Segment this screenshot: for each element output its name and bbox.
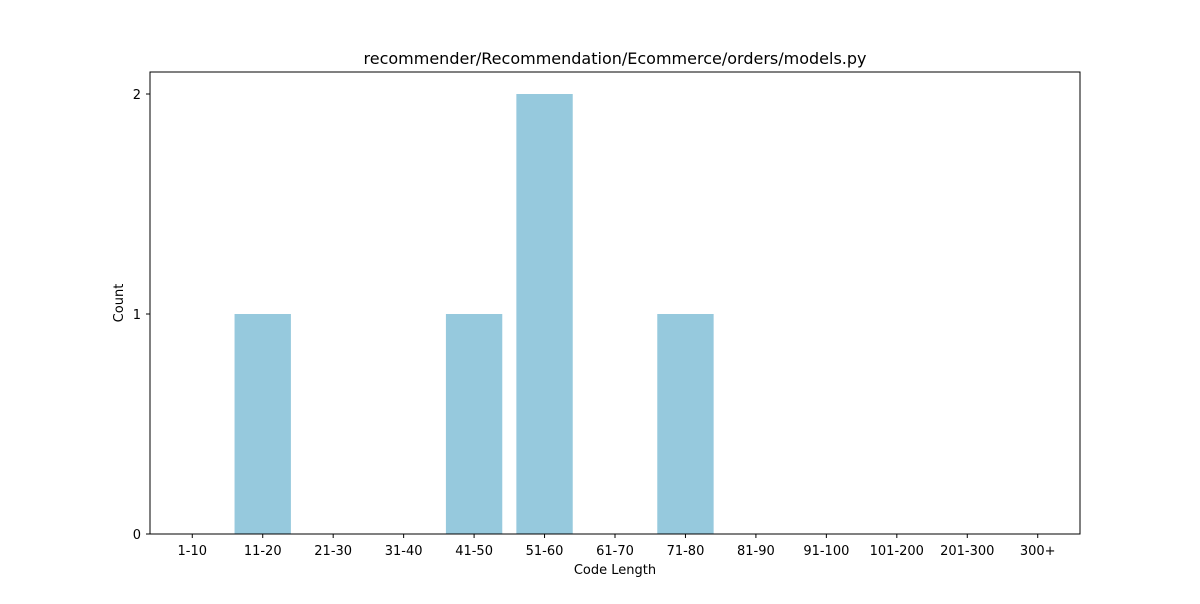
x-tick-label: 61-70 — [596, 544, 634, 559]
x-tick-label: 201-300 — [940, 544, 994, 559]
bar-51-60 — [516, 94, 573, 534]
x-tick-label: 31-40 — [385, 544, 423, 559]
x-tick-label: 51-60 — [526, 544, 564, 559]
y-tick-label: 0 — [133, 528, 141, 543]
bar-11-20 — [234, 314, 291, 534]
x-tick-label: 1-10 — [178, 544, 208, 559]
y-tick-label: 2 — [133, 88, 141, 103]
x-tick-label: 91-100 — [803, 544, 849, 559]
x-tick-label: 81-90 — [737, 544, 775, 559]
x-tick-label: 41-50 — [455, 544, 493, 559]
x-tick-label: 101-200 — [870, 544, 924, 559]
y-axis-label: Count — [112, 284, 127, 323]
x-axis-label: Code Length — [574, 563, 656, 578]
bar-71-80 — [657, 314, 714, 534]
plot-area-frame — [149, 71, 1081, 535]
bars-group — [234, 94, 714, 534]
y-axis-ticks: 0 1 2 — [133, 88, 150, 543]
chart-title: recommender/Recommendation/Ecommerce/ord… — [364, 49, 867, 68]
x-tick-label: 300+ — [1020, 544, 1056, 559]
x-tick-label: 21-30 — [314, 544, 352, 559]
y-tick-label: 1 — [133, 308, 141, 323]
x-tick-label: 11-20 — [244, 544, 282, 559]
bar-41-50 — [445, 314, 503, 534]
x-axis-ticks: 1-10 11-20 21-30 31-40 41-50 51-60 61-70 71-80 8… — [178, 534, 1056, 559]
x-tick-label: 71-80 — [667, 544, 705, 559]
